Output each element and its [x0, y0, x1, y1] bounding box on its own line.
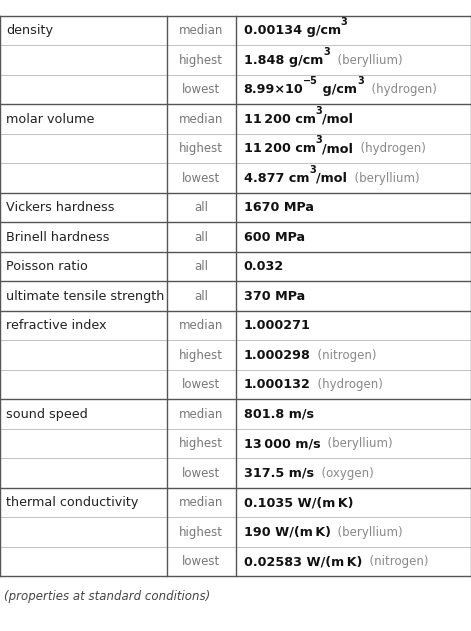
Text: 3: 3 — [309, 165, 316, 175]
Text: (hydrogen): (hydrogen) — [353, 142, 426, 155]
Text: lowest: lowest — [182, 378, 220, 391]
Text: (nitrogen): (nitrogen) — [362, 555, 429, 568]
Text: 1.000271: 1.000271 — [244, 319, 310, 332]
Text: highest: highest — [179, 437, 223, 450]
Text: lowest: lowest — [182, 555, 220, 568]
Text: (oxygen): (oxygen) — [314, 466, 373, 480]
Text: lowest: lowest — [182, 172, 220, 184]
Text: highest: highest — [179, 526, 223, 538]
Bar — [0, 16, 471, 576]
Text: (beryllium): (beryllium) — [320, 437, 393, 450]
Text: 13 000 m/s: 13 000 m/s — [244, 437, 320, 450]
Text: median: median — [179, 112, 224, 126]
Text: 0.032: 0.032 — [244, 260, 284, 273]
Text: lowest: lowest — [182, 83, 220, 96]
Text: 190 W/(m K): 190 W/(m K) — [244, 526, 331, 538]
Text: 3: 3 — [357, 76, 364, 86]
Text: /mol: /mol — [316, 172, 347, 184]
Text: 1.000298: 1.000298 — [244, 348, 310, 362]
Text: sound speed: sound speed — [6, 408, 88, 420]
Text: /mol: /mol — [322, 142, 353, 155]
Text: 1670 MPa: 1670 MPa — [244, 201, 314, 214]
Text: (hydrogen): (hydrogen) — [310, 378, 383, 391]
Text: 1.000132: 1.000132 — [244, 378, 310, 391]
Text: 370 MPa: 370 MPa — [244, 290, 305, 302]
Text: 8.99×10: 8.99×10 — [244, 83, 303, 96]
Text: 3: 3 — [323, 47, 330, 57]
Text: 801.8 m/s: 801.8 m/s — [244, 408, 314, 420]
Text: 0.02583 W/(m K): 0.02583 W/(m K) — [244, 555, 362, 568]
Text: thermal conductivity: thermal conductivity — [6, 496, 138, 509]
Text: 11 200 cm: 11 200 cm — [244, 112, 316, 126]
Text: ultimate tensile strength: ultimate tensile strength — [6, 290, 164, 302]
Text: (nitrogen): (nitrogen) — [310, 348, 377, 362]
Text: all: all — [195, 290, 208, 302]
Text: highest: highest — [179, 54, 223, 66]
Text: all: all — [195, 260, 208, 273]
Text: 600 MPa: 600 MPa — [244, 230, 305, 244]
Text: (beryllium): (beryllium) — [331, 526, 403, 538]
Text: 3: 3 — [316, 135, 322, 145]
Text: /mol: /mol — [322, 112, 353, 126]
Text: density: density — [6, 24, 53, 37]
Text: highest: highest — [179, 348, 223, 362]
Text: lowest: lowest — [182, 466, 220, 480]
Text: median: median — [179, 319, 224, 332]
Text: (beryllium): (beryllium) — [330, 54, 402, 66]
Text: median: median — [179, 496, 224, 509]
Text: 11 200 cm: 11 200 cm — [244, 142, 316, 155]
Text: 317.5 m/s: 317.5 m/s — [244, 466, 314, 480]
Text: all: all — [195, 230, 208, 244]
Text: 3: 3 — [341, 17, 348, 27]
Text: (beryllium): (beryllium) — [347, 172, 419, 184]
Text: (hydrogen): (hydrogen) — [364, 83, 437, 96]
Text: (properties at standard conditions): (properties at standard conditions) — [4, 590, 210, 603]
Text: all: all — [195, 201, 208, 214]
Text: 1.848 g/cm: 1.848 g/cm — [244, 54, 323, 66]
Text: Brinell hardness: Brinell hardness — [6, 230, 109, 244]
Text: 4.877 cm: 4.877 cm — [244, 172, 309, 184]
Text: refractive index: refractive index — [6, 319, 106, 332]
Text: median: median — [179, 24, 224, 37]
Text: 0.1035 W/(m K): 0.1035 W/(m K) — [244, 496, 353, 509]
Text: median: median — [179, 408, 224, 420]
Text: 3: 3 — [316, 106, 322, 115]
Text: highest: highest — [179, 142, 223, 155]
Text: 0.00134 g/cm: 0.00134 g/cm — [244, 24, 341, 37]
Text: g/cm: g/cm — [318, 83, 357, 96]
Text: molar volume: molar volume — [6, 112, 94, 126]
Text: Poisson ratio: Poisson ratio — [6, 260, 88, 273]
Text: Vickers hardness: Vickers hardness — [6, 201, 114, 214]
Text: −5: −5 — [303, 76, 318, 86]
